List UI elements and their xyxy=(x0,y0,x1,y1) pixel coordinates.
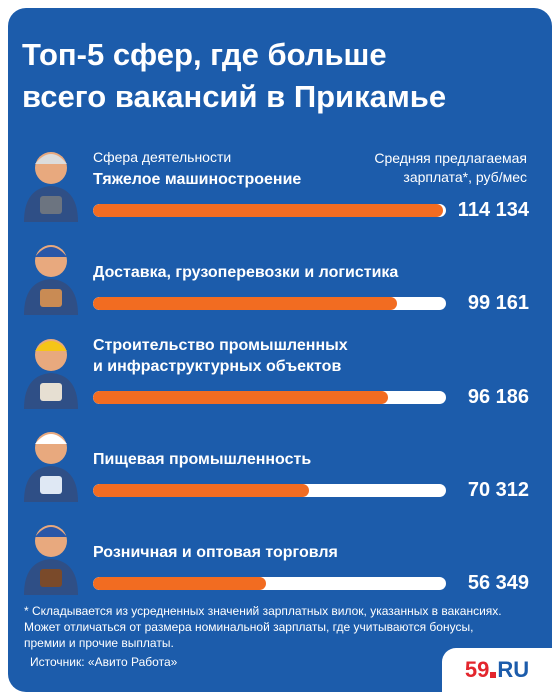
worker-icon xyxy=(24,152,78,222)
category-label: Пищевая промышленность xyxy=(93,450,312,468)
logo: 59 RU xyxy=(442,648,552,692)
category-label: Строительство промышленных и инфраструкт… xyxy=(93,336,348,375)
bar xyxy=(93,204,444,217)
value-label: 99 161 xyxy=(467,292,529,315)
worker-icon xyxy=(24,245,78,316)
category-label: Доставка, грузоперевозки и логистика xyxy=(93,264,399,282)
bar xyxy=(93,483,309,497)
bar xyxy=(93,390,389,404)
footnote: * Складывается из усредненных значений з… xyxy=(24,604,502,650)
category-header: Сфера деятельности xyxy=(93,149,232,165)
bar xyxy=(93,297,398,311)
worker-icon xyxy=(24,338,78,409)
value-label: 96 186 xyxy=(467,385,529,408)
category-label: Тяжелое машиностроение xyxy=(93,171,302,188)
bar-track xyxy=(93,483,446,497)
value-label: 56 349 xyxy=(467,572,529,595)
source: Источник: «Авито Работа» xyxy=(30,655,178,669)
worker-icon xyxy=(24,525,78,596)
bar-track xyxy=(93,577,446,591)
logo-text: RU xyxy=(497,657,530,682)
value-label: 114 134 xyxy=(457,199,529,221)
chart-title: Топ-5 сфер, где больше всего вакансий в … xyxy=(22,37,447,114)
worker-icon xyxy=(24,431,78,502)
value-label: 70 312 xyxy=(467,478,529,501)
logo-dot xyxy=(490,672,497,678)
bar-track xyxy=(93,204,446,217)
bar-track xyxy=(93,297,446,311)
category-label: Розничная и оптовая торговля xyxy=(93,544,338,562)
bar xyxy=(93,577,266,591)
value-header: Средняя предлагаемая зарплата*, руб/мес xyxy=(374,150,527,185)
bar-track xyxy=(93,390,446,404)
logo-number: 59 xyxy=(464,657,490,682)
